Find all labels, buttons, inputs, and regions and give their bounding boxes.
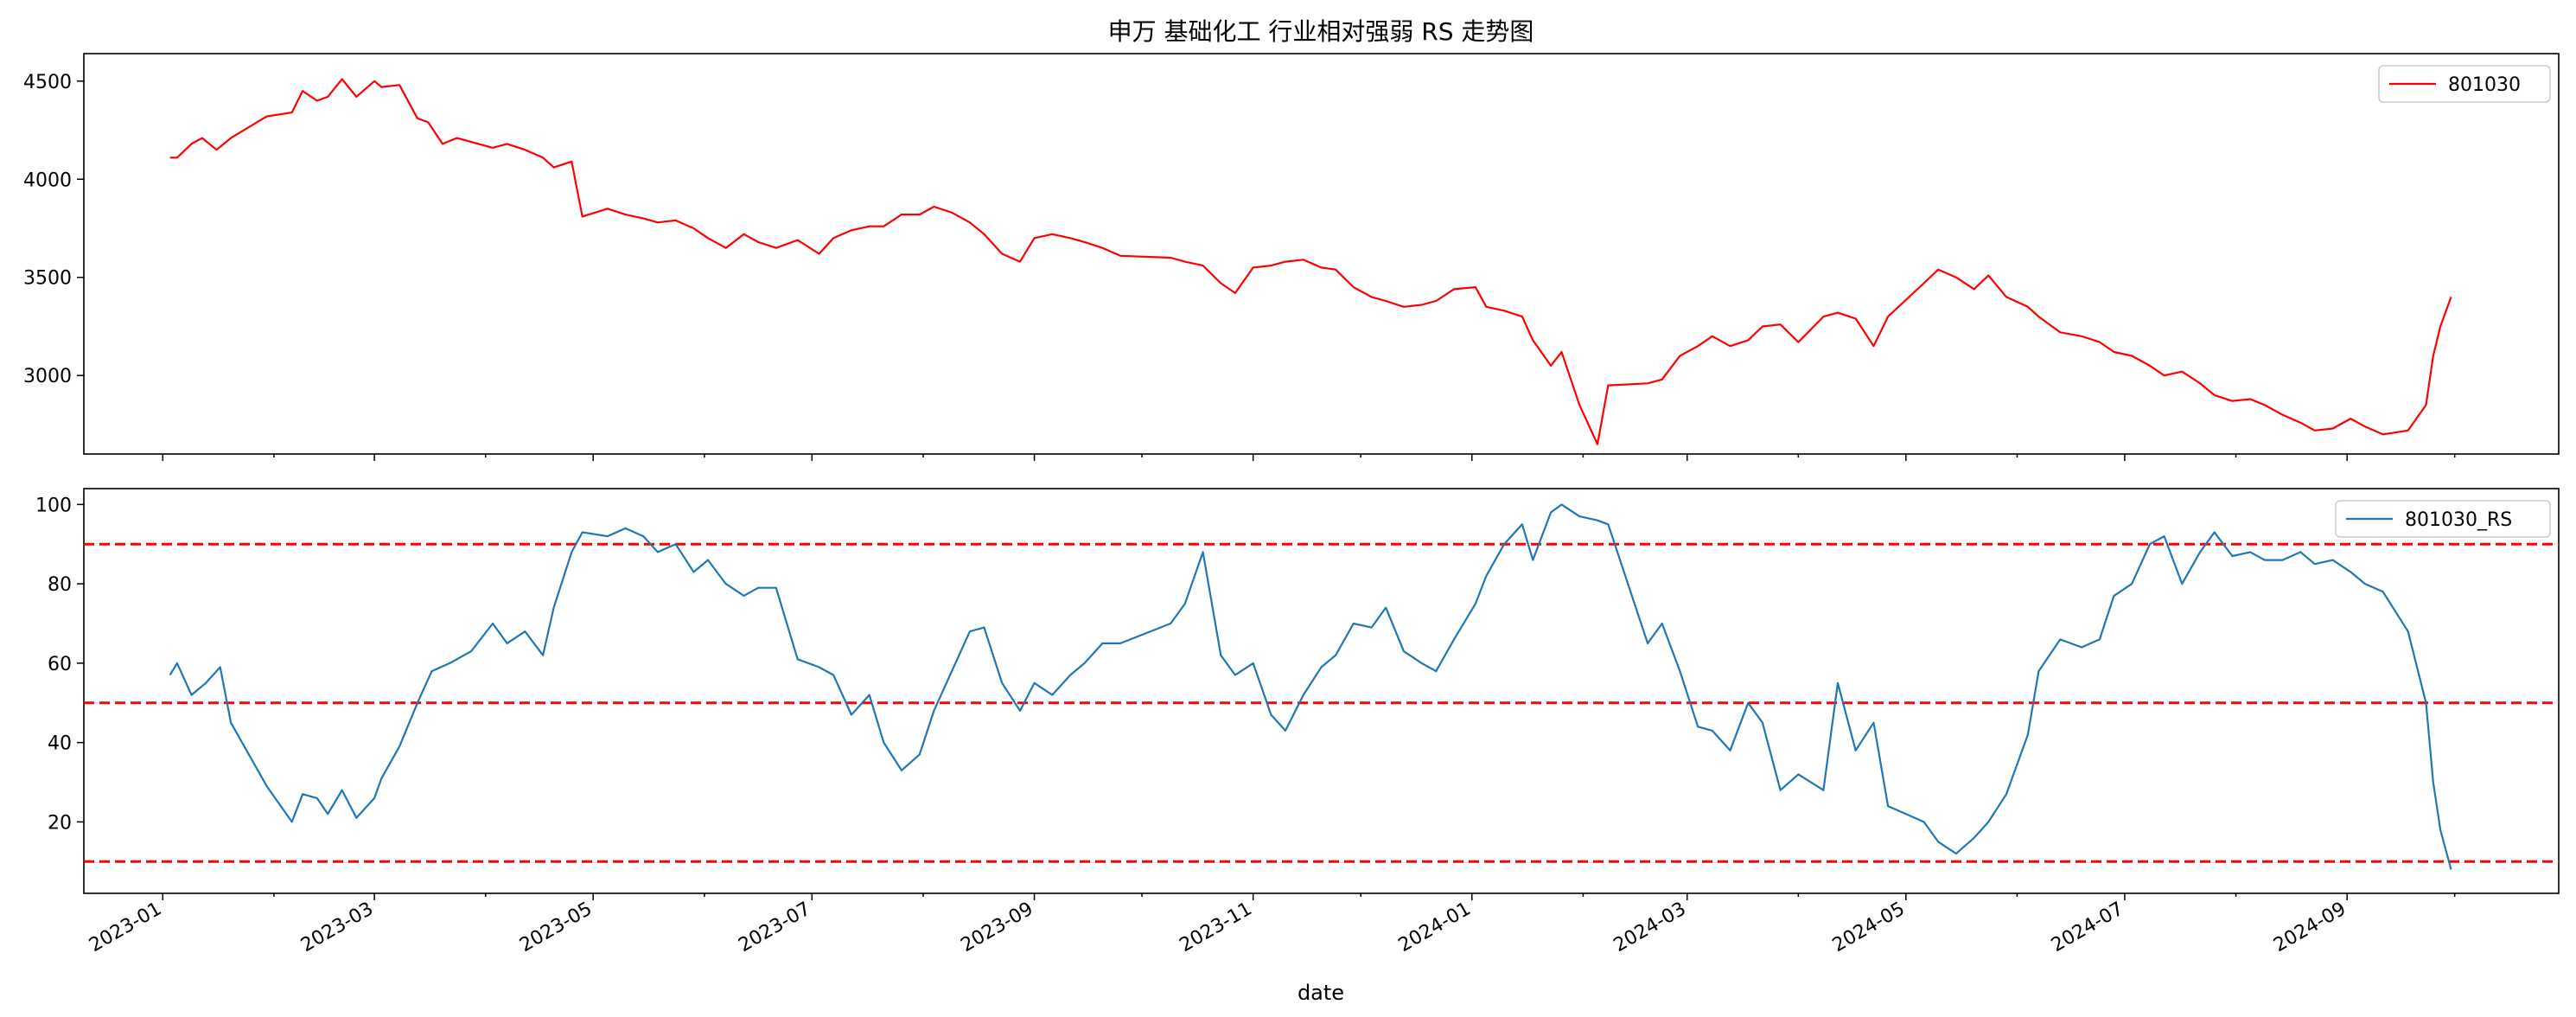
- legend-box: [2378, 65, 2551, 103]
- x-tick-label: 2023-09: [957, 899, 1036, 957]
- y-tick-label: 80: [48, 574, 72, 596]
- legend-label: 801030_RS: [2405, 509, 2512, 531]
- y-tick-label: 60: [48, 654, 72, 675]
- x-tick-label: 2024-03: [1610, 899, 1690, 957]
- x-tick-label: 2024-09: [2270, 899, 2350, 957]
- x-tick-label: 2023-01: [86, 899, 165, 957]
- y-tick-label: 4500: [23, 72, 72, 93]
- x-tick-label: 2023-11: [1176, 899, 1256, 957]
- x-tick-label: 2023-07: [735, 899, 814, 957]
- y-tick-label: 100: [35, 495, 72, 516]
- x-tick-label: 2023-05: [516, 899, 596, 957]
- x-tick-label: 2024-07: [2048, 899, 2127, 957]
- x-tick-label: 2024-05: [1829, 899, 1909, 957]
- series-line: [169, 78, 2452, 445]
- y-tick-label: 3500: [23, 268, 72, 290]
- x-tick-label: 2024-01: [1395, 899, 1475, 957]
- top-price-plot: 3000 3500 4000 4500 801030: [23, 53, 2560, 461]
- legend-box: [2335, 500, 2551, 538]
- chart-title: 申万 基础化工 行业相对强弱 RS 走势图: [1108, 17, 1534, 46]
- plot-frame: [83, 53, 2560, 455]
- y-tick-label: 20: [48, 812, 72, 834]
- y-tick-label: 40: [48, 733, 72, 755]
- plot-frame: [83, 488, 2560, 894]
- x-axis-label: date: [1298, 981, 1344, 1005]
- x-tick-label: 2023-03: [297, 899, 377, 957]
- bottom-rs-plot: 20 40 60 80 100 2023-01 2023-03 2023-05 2023-07 2…: [35, 488, 2560, 957]
- series-line: [169, 503, 2452, 870]
- y-tick-label: 3000: [23, 366, 72, 387]
- legend-label: 801030: [2448, 74, 2521, 96]
- y-tick-label: 4000: [23, 170, 72, 191]
